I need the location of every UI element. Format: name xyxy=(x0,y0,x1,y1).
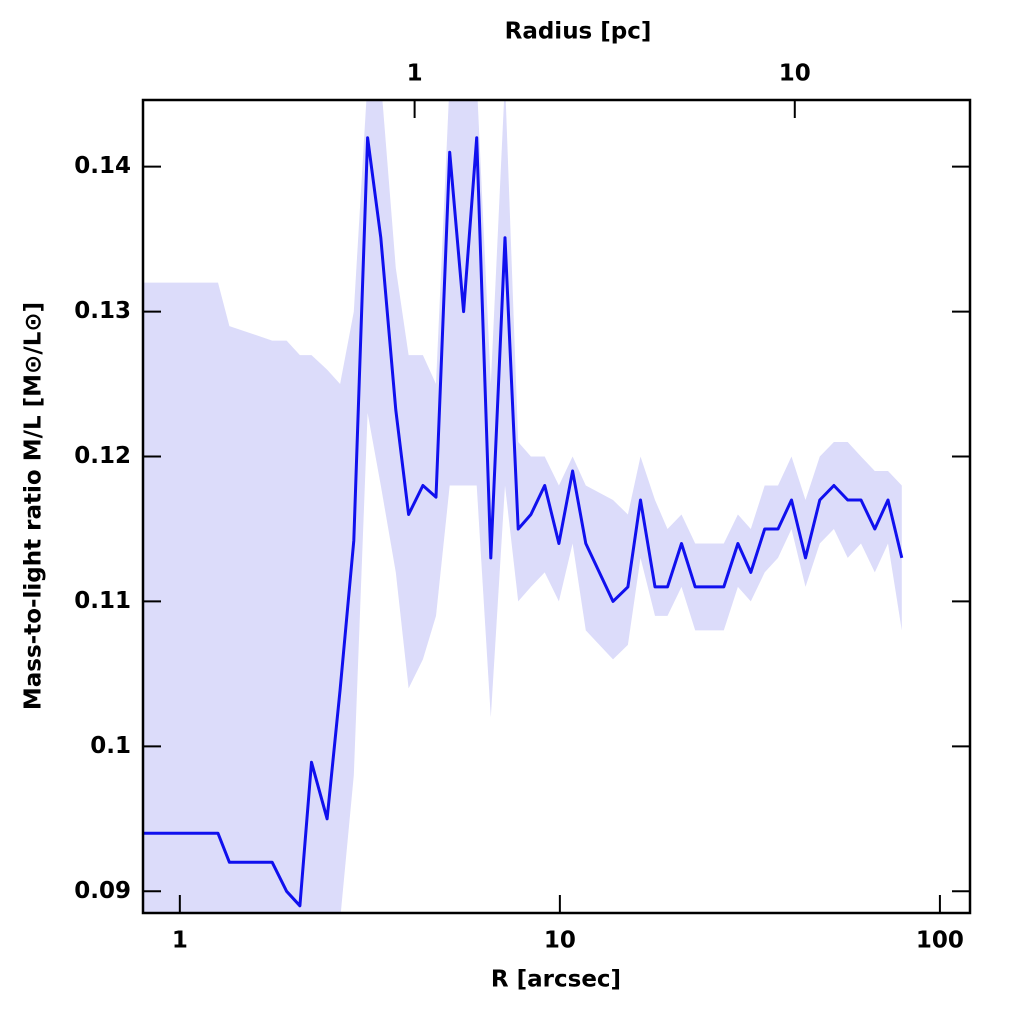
y-tick-label: 0.13 xyxy=(74,298,131,324)
x2-tick-label: 1 xyxy=(407,61,423,87)
y-tick-label: 0.11 xyxy=(74,588,131,614)
y-tick-label: 0.09 xyxy=(74,878,131,904)
y-tick-label: 0.14 xyxy=(74,153,131,179)
y-tick-label: 0.1 xyxy=(90,733,131,759)
x-axis-label: R [arcsec] xyxy=(491,967,621,993)
y-axis-label: Mass-to-light ratio M/L [M⊙/L⊙] xyxy=(21,302,47,710)
y-tick-label: 0.12 xyxy=(74,443,131,469)
data-line xyxy=(143,136,904,908)
x-tick-label: 100 xyxy=(916,928,964,954)
x-tick-label: 10 xyxy=(544,928,576,954)
plot-frame xyxy=(141,98,972,915)
x2-tick-label: 10 xyxy=(779,61,811,87)
x-tick-label: 1 xyxy=(172,928,188,954)
x2-axis-label: Radius [pc] xyxy=(505,19,652,45)
error-band xyxy=(143,100,902,913)
plot-area xyxy=(143,100,904,913)
